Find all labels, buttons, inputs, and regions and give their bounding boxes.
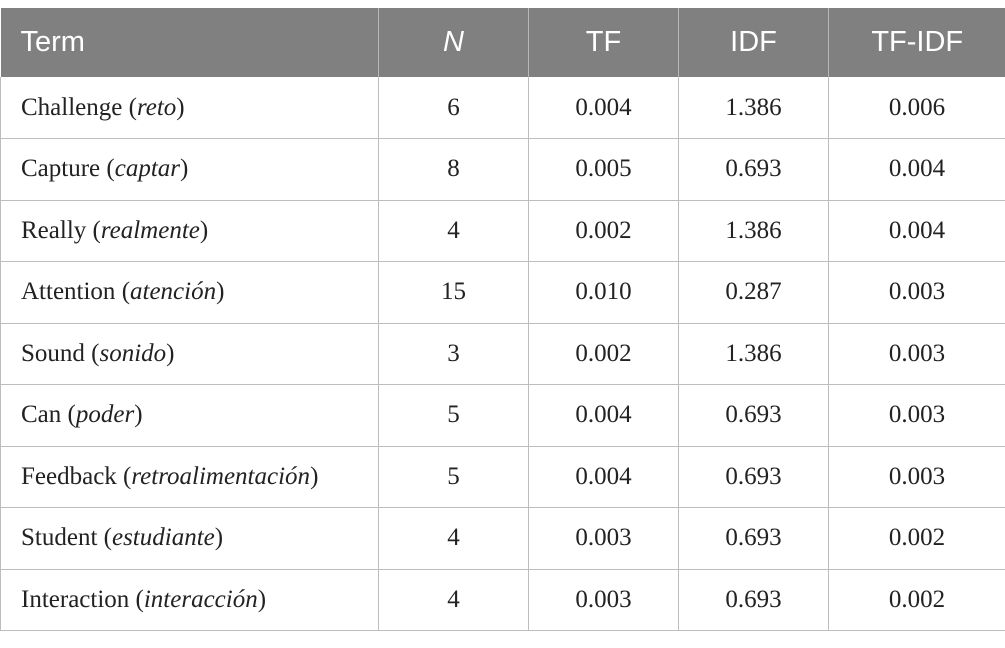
term-spanish: retroalimentación	[131, 462, 311, 490]
idf-cell: 1.386	[678, 323, 829, 385]
table-header: Term N TF IDF TF-IDF	[0, 8, 1005, 77]
term-spanish: realmente	[100, 216, 200, 244]
idf-cell: 0.693	[678, 446, 829, 508]
table-row: Feedback (retroalimentación) 5 0.004 0.6…	[0, 446, 1005, 508]
table-row: Can (poder) 5 0.004 0.693 0.003	[0, 384, 1005, 446]
tf-cell: 0.004	[528, 77, 679, 139]
header-tf: TF	[528, 8, 679, 77]
header-term: Term	[20, 26, 85, 58]
tf-cell: 0.004	[528, 384, 679, 446]
header-row: Term N TF IDF TF-IDF	[0, 8, 1005, 77]
term-english: Sound	[21, 339, 85, 367]
tf-idf-table: Term N TF IDF TF-IDF Challenge (reto) 6 …	[0, 8, 1005, 631]
tf-idf-cell: 0.002	[828, 507, 1005, 569]
term-spanish: interacción	[143, 585, 258, 613]
term-spanish: atención	[130, 278, 217, 306]
idf-cell: 0.693	[678, 569, 829, 631]
table-body: Challenge (reto) 6 0.004 1.386 0.006 Cap…	[0, 77, 1005, 631]
n-cell: 5	[378, 446, 529, 508]
term-cell: Student (estudiante)	[0, 507, 379, 569]
idf-cell: 0.287	[678, 261, 829, 323]
n-cell: 8	[378, 138, 529, 200]
tf-idf-table-container: Term N TF IDF TF-IDF Challenge (reto) 6 …	[0, 8, 1005, 631]
tf-cell: 0.003	[528, 569, 679, 631]
idf-cell: 1.386	[678, 200, 829, 262]
tf-idf-cell: 0.003	[828, 384, 1005, 446]
header-idf: IDF	[678, 8, 829, 77]
term-english: Attention	[21, 278, 116, 306]
table-row: Capture (captar) 8 0.005 0.693 0.004	[0, 138, 1005, 200]
tf-cell: 0.010	[528, 261, 679, 323]
table-row: Really (realmente) 4 0.002 1.386 0.004	[0, 200, 1005, 262]
term-cell: Really (realmente)	[0, 200, 379, 262]
n-cell: 6	[378, 77, 529, 139]
tf-idf-cell: 0.003	[828, 446, 1005, 508]
n-cell: 3	[378, 323, 529, 385]
n-cell: 4	[378, 200, 529, 262]
term-cell: Interaction (interacción)	[0, 569, 379, 631]
idf-cell: 1.386	[678, 77, 829, 139]
term-spanish: sonido	[99, 339, 167, 367]
header-tf-idf: TF-IDF	[828, 8, 1005, 77]
table-row: Interaction (interacción) 4 0.003 0.693 …	[0, 569, 1005, 631]
tf-idf-cell: 0.006	[828, 77, 1005, 139]
term-cell: Challenge (reto)	[0, 77, 379, 139]
tf-cell: 0.005	[528, 138, 679, 200]
term-cell: Feedback (retroalimentación)	[0, 446, 379, 508]
term-cell: Capture (captar)	[0, 138, 379, 200]
term-spanish: poder	[75, 401, 135, 429]
idf-cell: 0.693	[678, 138, 829, 200]
term-english: Interaction	[21, 585, 130, 613]
term-english: Capture	[21, 155, 101, 183]
term-english: Can	[21, 401, 62, 429]
term-english: Feedback	[21, 462, 117, 490]
n-cell: 5	[378, 384, 529, 446]
table-row: Attention (atención) 15 0.010 0.287 0.00…	[0, 261, 1005, 323]
table-row: Student (estudiante) 4 0.003 0.693 0.002	[0, 507, 1005, 569]
tf-idf-cell: 0.002	[828, 569, 1005, 631]
header-n: N	[378, 8, 529, 77]
tf-idf-cell: 0.004	[828, 200, 1005, 262]
n-cell: 4	[378, 569, 529, 631]
term-spanish: estudiante	[111, 524, 215, 552]
tf-cell: 0.002	[528, 323, 679, 385]
term-spanish: captar	[114, 155, 180, 183]
term-english: Challenge	[21, 93, 123, 121]
idf-cell: 0.693	[678, 507, 829, 569]
n-cell: 4	[378, 507, 529, 569]
term-cell: Sound (sonido)	[0, 323, 379, 385]
term-cell: Attention (atención)	[0, 261, 379, 323]
tf-cell: 0.003	[528, 507, 679, 569]
tf-cell: 0.004	[528, 446, 679, 508]
tf-idf-cell: 0.004	[828, 138, 1005, 200]
term-english: Really	[21, 216, 87, 244]
term-cell: Can (poder)	[0, 384, 379, 446]
term-english: Student	[21, 524, 98, 552]
n-cell: 15	[378, 261, 529, 323]
idf-cell: 0.693	[678, 384, 829, 446]
table-row: Challenge (reto) 6 0.004 1.386 0.006	[0, 77, 1005, 139]
tf-cell: 0.002	[528, 200, 679, 262]
tf-idf-cell: 0.003	[828, 261, 1005, 323]
term-spanish: reto	[136, 93, 177, 121]
tf-idf-cell: 0.003	[828, 323, 1005, 385]
table-row: Sound (sonido) 3 0.002 1.386 0.003	[0, 323, 1005, 385]
